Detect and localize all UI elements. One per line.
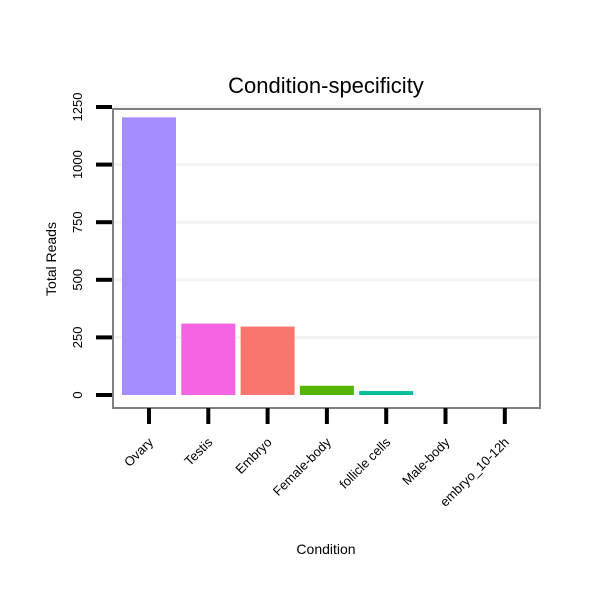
bars bbox=[122, 117, 414, 396]
bar bbox=[122, 117, 176, 396]
bar bbox=[359, 391, 414, 395]
y-axis: 0 250 500 750 1000 1250 bbox=[70, 93, 112, 399]
y-tick-label: 250 bbox=[70, 327, 85, 349]
y-tick-label: 0 bbox=[70, 391, 85, 398]
x-axis-title: Condition bbox=[296, 541, 355, 557]
y-tick-label: 1000 bbox=[70, 150, 85, 179]
y-axis-title: Total Reads bbox=[43, 222, 59, 296]
bar bbox=[299, 385, 354, 395]
chart-title: Condition-specificity bbox=[228, 73, 424, 98]
y-tick-label: 750 bbox=[70, 211, 85, 233]
bar bbox=[240, 326, 295, 395]
y-tick-label: 1250 bbox=[70, 93, 85, 122]
bar bbox=[181, 323, 236, 395]
y-tick-label: 500 bbox=[70, 269, 85, 291]
